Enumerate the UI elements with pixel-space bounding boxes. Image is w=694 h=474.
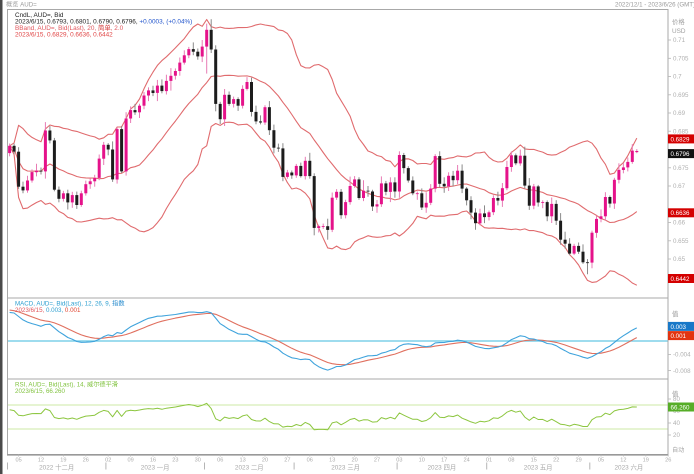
svg-text:60: 60 — [673, 408, 680, 415]
svg-text:02: 02 — [105, 458, 111, 464]
svg-text:26: 26 — [83, 458, 89, 464]
svg-text:0.655: 0.655 — [673, 238, 689, 245]
svg-text:06: 06 — [307, 458, 313, 464]
svg-text:值: 值 — [672, 389, 679, 398]
svg-text:2023 一月: 2023 一月 — [141, 464, 170, 472]
svg-text:19: 19 — [643, 458, 649, 464]
svg-text:24: 24 — [463, 458, 469, 464]
svg-text:29: 29 — [575, 458, 581, 464]
svg-text:30: 30 — [195, 458, 201, 464]
svg-text:16: 16 — [150, 458, 156, 464]
svg-text:BBand, AUD=, Bid(Last), 20, 简: BBand, AUD=, Bid(Last), 20, 简单, 2.0 — [15, 23, 124, 32]
svg-text:15: 15 — [531, 458, 537, 464]
svg-text:2023 二月: 2023 二月 — [235, 464, 264, 472]
svg-text:12: 12 — [38, 458, 44, 464]
svg-text:0.001: 0.001 — [671, 333, 687, 340]
svg-text:26: 26 — [665, 458, 671, 464]
svg-text:-0.008: -0.008 — [673, 368, 691, 375]
svg-text:0.705: 0.705 — [673, 56, 689, 63]
svg-text:2023/6/15, 0.003, 0.001: 2023/6/15, 0.003, 0.001 — [15, 307, 81, 314]
svg-text:0.69: 0.69 — [673, 110, 686, 117]
svg-text:2023 四月: 2023 四月 — [428, 464, 457, 472]
svg-text:20: 20 — [673, 432, 680, 439]
svg-text:13: 13 — [329, 458, 335, 464]
svg-text:2023 五月: 2023 五月 — [524, 464, 553, 472]
svg-text:40: 40 — [673, 420, 680, 427]
svg-text:0.003: 0.003 — [671, 324, 687, 331]
svg-text:27: 27 — [374, 458, 380, 464]
svg-text:2023/6/15, 0.6829, 0.6636, 0.6: 2023/6/15, 0.6829, 0.6636, 0.6442 — [15, 32, 113, 39]
svg-text:03: 03 — [396, 458, 402, 464]
svg-text:概览 AUD=: 概览 AUD= — [6, 1, 37, 9]
svg-text:09: 09 — [127, 458, 133, 464]
svg-text:27: 27 — [284, 458, 290, 464]
svg-text:0.685: 0.685 — [673, 128, 689, 135]
svg-text:0.71: 0.71 — [673, 37, 686, 44]
svg-text:值: 值 — [672, 309, 679, 318]
svg-text:0.65: 0.65 — [673, 256, 686, 263]
svg-text:0.67: 0.67 — [673, 183, 686, 190]
svg-text:05: 05 — [598, 458, 604, 464]
svg-text:05: 05 — [15, 458, 21, 464]
svg-text:66.260: 66.260 — [671, 404, 690, 411]
svg-text:20: 20 — [262, 458, 268, 464]
svg-text:0.7: 0.7 — [673, 74, 682, 81]
svg-text:2023/6/15, 0.6793, 0.6801, 0.6: 2023/6/15, 0.6793, 0.6801, 0.6790, 0.679… — [15, 19, 192, 26]
svg-text:价格: 价格 — [672, 17, 685, 26]
svg-text:CndL, AUD=, Bid: CndL, AUD=, Bid — [15, 12, 64, 19]
svg-text:22: 22 — [553, 458, 559, 464]
svg-text:0.6796: 0.6796 — [671, 151, 690, 158]
svg-text:10: 10 — [419, 458, 425, 464]
svg-text:13: 13 — [239, 458, 245, 464]
svg-text:17: 17 — [441, 458, 447, 464]
svg-text:01: 01 — [486, 458, 492, 464]
svg-text:23: 23 — [172, 458, 178, 464]
svg-text:2022 十二月: 2022 十二月 — [39, 463, 74, 472]
svg-text:RSI, AUD=, Bid(Last), 14, 威尔德: RSI, AUD=, Bid(Last), 14, 威尔德平滑 — [15, 381, 118, 389]
svg-text:80: 80 — [673, 396, 680, 403]
svg-text:0.695: 0.695 — [673, 92, 689, 99]
svg-text:USD: USD — [672, 28, 686, 35]
svg-text:MACD, AUD=, Bid(Last), 12, 26: MACD, AUD=, Bid(Last), 12, 26, 9, 指数 — [15, 300, 125, 308]
svg-text:-0.004: -0.004 — [673, 352, 691, 359]
svg-text:20: 20 — [351, 458, 357, 464]
svg-text:0.66: 0.66 — [673, 220, 686, 227]
svg-text:0.6636: 0.6636 — [671, 210, 690, 217]
svg-text:自动: 自动 — [672, 446, 684, 454]
svg-text:06: 06 — [217, 458, 223, 464]
svg-text:19: 19 — [60, 458, 66, 464]
svg-text:12: 12 — [620, 458, 626, 464]
svg-text:2023 六月: 2023 六月 — [615, 463, 644, 472]
svg-text:08: 08 — [508, 458, 514, 464]
svg-text:0.675: 0.675 — [673, 165, 689, 172]
svg-text:0.6829: 0.6829 — [671, 136, 690, 143]
svg-text:2023 三月: 2023 三月 — [331, 464, 360, 472]
svg-text:2022/12/1 - 2023/6/26 (GMT): 2022/12/1 - 2023/6/26 (GMT) — [615, 2, 694, 9]
svg-text:2023/6/15, 66.260: 2023/6/15, 66.260 — [15, 388, 65, 395]
svg-text:0.6442: 0.6442 — [671, 276, 690, 283]
